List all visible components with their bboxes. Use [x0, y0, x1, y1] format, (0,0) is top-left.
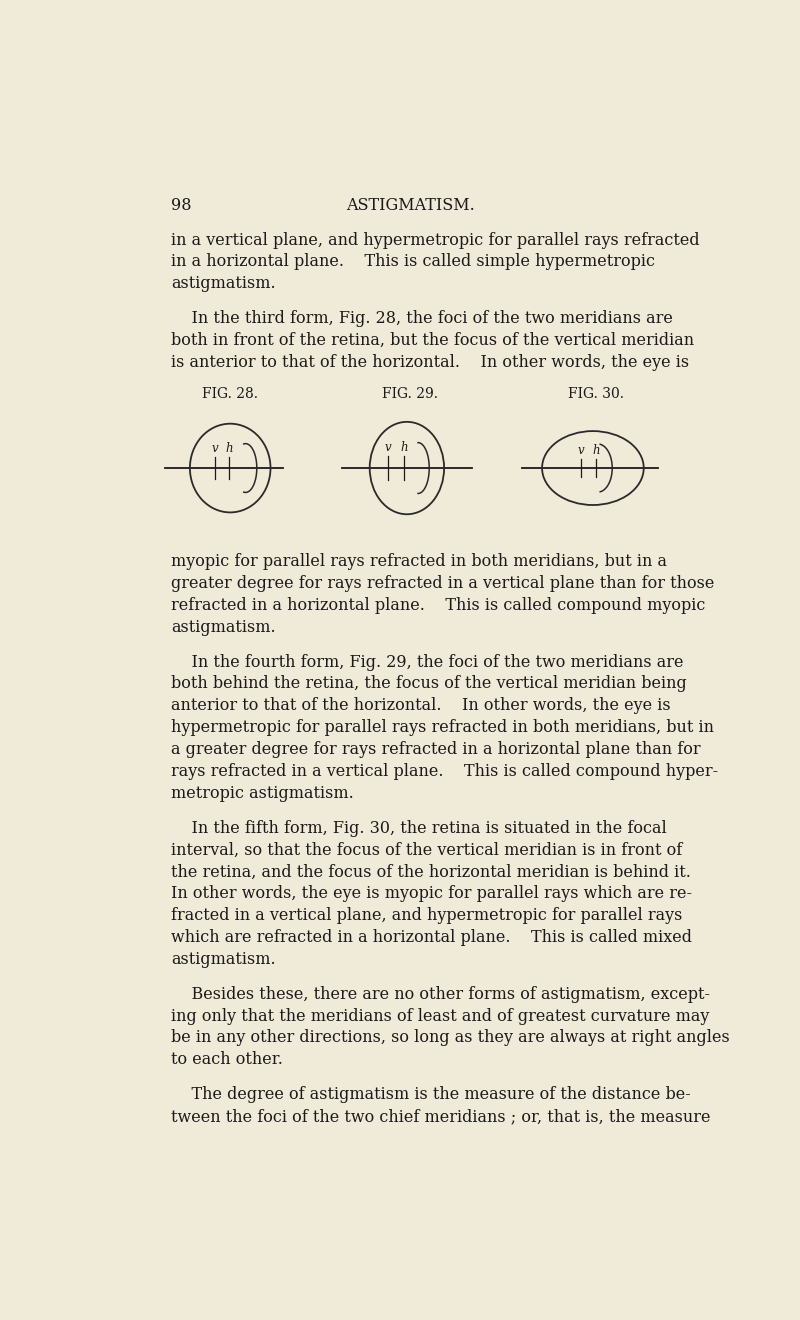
Text: The degree of astigmatism is the measure of the distance be-: The degree of astigmatism is the measure…: [171, 1086, 691, 1104]
Text: h: h: [592, 444, 600, 457]
Text: In other words, the eye is myopic for parallel rays which are re-: In other words, the eye is myopic for pa…: [171, 886, 692, 902]
Text: anterior to that of the horizontal.    In other words, the eye is: anterior to that of the horizontal. In o…: [171, 697, 671, 714]
Text: astigmatism.: astigmatism.: [171, 276, 276, 292]
Text: In the third form, Fig. 28, the foci of the two meridians are: In the third form, Fig. 28, the foci of …: [171, 310, 673, 327]
Text: the retina, and the focus of the horizontal meridian is behind it.: the retina, and the focus of the horizon…: [171, 863, 691, 880]
Text: FIG. 29.: FIG. 29.: [382, 387, 438, 401]
Text: myopic for parallel rays refracted in both meridians, but in a: myopic for parallel rays refracted in bo…: [171, 553, 667, 570]
Text: FIG. 30.: FIG. 30.: [568, 387, 624, 401]
Text: rays refracted in a vertical plane.    This is called compound hyper-: rays refracted in a vertical plane. This…: [171, 763, 718, 780]
Text: hypermetropic for parallel rays refracted in both meridians, but in: hypermetropic for parallel rays refracte…: [171, 719, 714, 737]
Text: a greater degree for rays refracted in a horizontal plane than for: a greater degree for rays refracted in a…: [171, 741, 701, 758]
Text: which are refracted in a horizontal plane.    This is called mixed: which are refracted in a horizontal plan…: [171, 929, 692, 946]
Text: metropic astigmatism.: metropic astigmatism.: [171, 784, 354, 801]
Text: h: h: [400, 441, 408, 454]
Text: refracted in a horizontal plane.    This is called compound myopic: refracted in a horizontal plane. This is…: [171, 597, 706, 614]
Text: Besides these, there are no other forms of astigmatism, except-: Besides these, there are no other forms …: [171, 986, 710, 1003]
Text: astigmatism.: astigmatism.: [171, 619, 276, 636]
Text: FIG. 28.: FIG. 28.: [202, 387, 258, 401]
Text: v: v: [385, 441, 392, 454]
Text: both in front of the retina, but the focus of the vertical meridian: both in front of the retina, but the foc…: [171, 333, 694, 348]
Text: in a horizontal plane.    This is called simple hypermetropic: in a horizontal plane. This is called si…: [171, 253, 655, 271]
Text: ASTIGMATISM.: ASTIGMATISM.: [346, 197, 474, 214]
Text: v: v: [211, 442, 218, 455]
Text: in a vertical plane, and hypermetropic for parallel rays refracted: in a vertical plane, and hypermetropic f…: [171, 231, 700, 248]
Text: h: h: [225, 442, 233, 455]
Text: astigmatism.: astigmatism.: [171, 950, 276, 968]
Text: tween the foci of the two chief meridians ; or, that is, the measure: tween the foci of the two chief meridian…: [171, 1107, 710, 1125]
Text: In the fourth form, Fig. 29, the foci of the two meridians are: In the fourth form, Fig. 29, the foci of…: [171, 653, 684, 671]
Text: In the fifth form, Fig. 30, the retina is situated in the focal: In the fifth form, Fig. 30, the retina i…: [171, 820, 667, 837]
Text: greater degree for rays refracted in a vertical plane than for those: greater degree for rays refracted in a v…: [171, 576, 714, 591]
Text: to each other.: to each other.: [171, 1051, 283, 1068]
Text: interval, so that the focus of the vertical meridian is in front of: interval, so that the focus of the verti…: [171, 842, 682, 858]
Text: fracted in a vertical plane, and hypermetropic for parallel rays: fracted in a vertical plane, and hyperme…: [171, 907, 682, 924]
Text: ing only that the meridians of least and of greatest curvature may: ing only that the meridians of least and…: [171, 1007, 710, 1024]
Text: be in any other directions, so long as they are always at right angles: be in any other directions, so long as t…: [171, 1030, 730, 1047]
Text: 98: 98: [171, 197, 192, 214]
Text: is anterior to that of the horizontal.    In other words, the eye is: is anterior to that of the horizontal. I…: [171, 354, 690, 371]
Text: v: v: [577, 444, 584, 457]
Text: both behind the retina, the focus of the vertical meridian being: both behind the retina, the focus of the…: [171, 676, 687, 693]
